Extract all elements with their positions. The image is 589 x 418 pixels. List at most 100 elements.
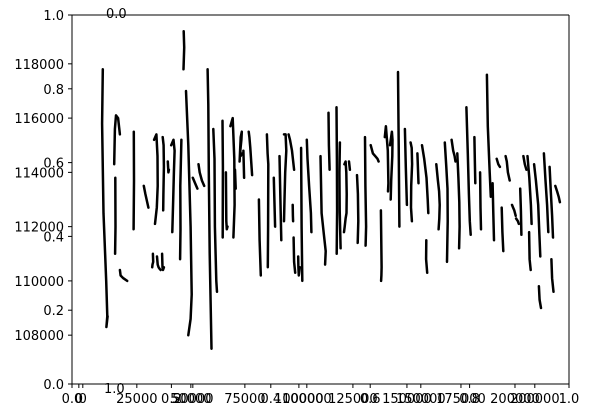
minor-x-tick-label: 25000 bbox=[116, 392, 157, 407]
series-line-46 bbox=[369, 143, 380, 163]
series-line-38 bbox=[319, 154, 327, 266]
series-line-58 bbox=[450, 138, 457, 163]
series-line-77 bbox=[548, 165, 555, 239]
series-line-43 bbox=[347, 160, 352, 171]
series-line-14 bbox=[182, 30, 186, 71]
series-line-64 bbox=[491, 181, 496, 242]
overlay-y-tick-label: 0.0 bbox=[43, 378, 64, 393]
series-line-11 bbox=[166, 160, 171, 174]
minor-x-tick-label: 150000 bbox=[382, 392, 432, 407]
overlay-x-tick-label: 0.4 bbox=[260, 392, 281, 407]
series-line-16 bbox=[191, 176, 199, 190]
series-line-12 bbox=[169, 138, 176, 234]
series-line-10 bbox=[160, 252, 166, 272]
series-line-59 bbox=[456, 152, 461, 250]
series-line-42 bbox=[342, 160, 348, 234]
series-line-50 bbox=[396, 70, 401, 228]
series-line-52 bbox=[409, 141, 414, 223]
minor-x-tick-label: 50000 bbox=[170, 392, 211, 407]
series-line-62 bbox=[478, 171, 483, 231]
main-x-tick-label: 50000 bbox=[172, 392, 213, 407]
overlay-y-tick-label: 0.6 bbox=[43, 157, 64, 172]
series-line-18 bbox=[206, 68, 213, 350]
main-x-tick-label: 100000 bbox=[282, 392, 332, 407]
series-line-32 bbox=[287, 133, 296, 171]
series-line-41 bbox=[338, 141, 342, 250]
series-line-73 bbox=[527, 230, 532, 272]
overlay-y-tick-label: 0.4 bbox=[43, 230, 64, 245]
series-line-36 bbox=[299, 146, 304, 283]
series-line-78 bbox=[550, 257, 555, 294]
series-line-25 bbox=[242, 149, 246, 180]
series-line-21 bbox=[224, 171, 229, 231]
series-line-37 bbox=[305, 138, 313, 234]
series-line-15 bbox=[184, 89, 193, 337]
minor-x-tick-label: 100000 bbox=[274, 392, 324, 407]
series-line-60 bbox=[465, 106, 472, 237]
series-line-57 bbox=[443, 141, 449, 264]
series-line-39 bbox=[327, 111, 331, 171]
overlay-x-tick-label: 0.2 bbox=[161, 392, 182, 407]
main-y-tick-label: 110000 bbox=[14, 275, 64, 290]
series-layer bbox=[100, 30, 562, 350]
overlay-x-tick-label: 0.8 bbox=[459, 392, 480, 407]
series-line-56 bbox=[435, 162, 441, 231]
main-axis-layer: 0 50000 100000 150000 200000 108000 110000 1120… bbox=[14, 58, 559, 407]
series-line-79 bbox=[554, 184, 562, 204]
series-line-26 bbox=[247, 130, 254, 177]
overlay-x-tick-label: 0.6 bbox=[360, 392, 381, 407]
main-y-tick-label: 118000 bbox=[14, 58, 64, 73]
series-line-5 bbox=[142, 184, 150, 209]
minor-x-tick-label: 125000 bbox=[328, 392, 378, 407]
series-line-31 bbox=[282, 133, 288, 223]
series-line-63 bbox=[485, 73, 493, 199]
main-y-tick-label: 114000 bbox=[14, 166, 64, 181]
series-line-53 bbox=[416, 152, 420, 185]
series-line-49 bbox=[388, 130, 394, 201]
series-line-22 bbox=[229, 116, 236, 239]
series-line-76 bbox=[542, 152, 550, 234]
overlay-y-tick-label: 0.8 bbox=[43, 83, 64, 98]
series-line-51 bbox=[403, 127, 409, 207]
series-line-68 bbox=[510, 203, 517, 218]
series-line-30 bbox=[278, 154, 283, 242]
main-y-tick-label: 116000 bbox=[14, 112, 64, 127]
series-line-0 bbox=[100, 68, 109, 329]
series-line-65 bbox=[495, 157, 502, 169]
series-line-28 bbox=[265, 133, 270, 269]
main-y-tick-label: 112000 bbox=[14, 221, 64, 236]
series-line-13 bbox=[178, 138, 183, 261]
series-line-69 bbox=[514, 217, 521, 226]
series-line-66 bbox=[500, 206, 505, 253]
overlay-x-tick-label: 1.0 bbox=[559, 392, 580, 407]
series-line-72 bbox=[526, 154, 533, 226]
series-line-9 bbox=[161, 135, 166, 212]
series-line-45 bbox=[363, 135, 368, 247]
stray-label-top: 0.0 bbox=[106, 7, 127, 22]
minor-x-tick-label: 175000 bbox=[436, 392, 486, 407]
series-line-40 bbox=[335, 106, 339, 256]
series-line-48 bbox=[383, 124, 390, 193]
series-line-24 bbox=[238, 130, 244, 163]
overlay-x-tick-label: 0.0 bbox=[62, 392, 83, 407]
minor-x-tick-label: 75000 bbox=[224, 392, 265, 407]
series-line-23 bbox=[233, 168, 237, 190]
main-x-tick-label: 150000 bbox=[396, 392, 446, 407]
series-line-6 bbox=[150, 252, 155, 269]
series-line-67 bbox=[504, 154, 511, 182]
series-line-7 bbox=[152, 133, 159, 226]
series-line-19 bbox=[212, 127, 219, 294]
series-line-74 bbox=[532, 162, 542, 258]
series-line-27 bbox=[257, 198, 263, 277]
series-line-55 bbox=[424, 238, 429, 275]
series-line-34 bbox=[292, 236, 297, 275]
minor-axis-layer: 0 25000 50000 75000 100000 125000 150000 175000… bbox=[79, 384, 540, 407]
series-line-35 bbox=[296, 255, 302, 277]
overlay-y-tick-label: 1.0 bbox=[43, 9, 64, 24]
series-line-75 bbox=[537, 285, 543, 310]
minor-x-tick-label: 200000 bbox=[490, 392, 540, 407]
series-line-44 bbox=[355, 173, 360, 245]
overlay-axis-layer: 0.0 0.2 0.4 0.6 0.8 1.0 0.0 0.2 0.4 0.6 0.8 1.0 bbox=[43, 9, 579, 407]
series-line-70 bbox=[518, 187, 523, 237]
